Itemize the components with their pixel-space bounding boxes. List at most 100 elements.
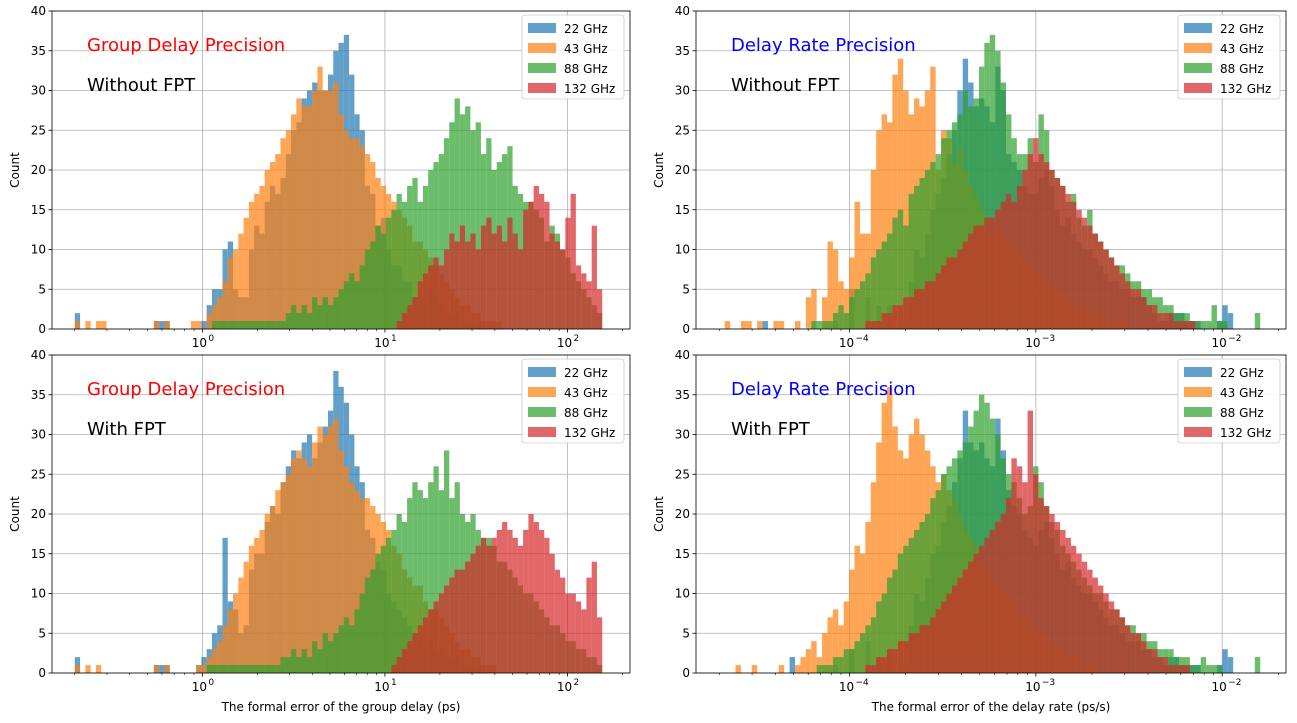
y-tick-label: 35 (675, 44, 690, 58)
histogram-bar (995, 521, 1001, 673)
histogram-bar (454, 241, 460, 329)
y-tick-label: 0 (682, 322, 690, 336)
histogram-bar (285, 474, 292, 673)
histogram-bar (227, 257, 234, 329)
histogram-bar (512, 537, 518, 673)
histogram-bar (591, 561, 597, 673)
histogram-bar (962, 442, 969, 673)
histogram-bar (401, 649, 408, 673)
y-tick-label: 30 (675, 428, 690, 442)
histogram-bar (317, 305, 323, 329)
histogram-bar (897, 641, 904, 673)
histogram-bar (549, 233, 555, 329)
legend-box (1177, 358, 1281, 444)
histogram-bar (978, 225, 985, 329)
histogram-bar (401, 201, 408, 329)
histogram-bar (1114, 265, 1120, 329)
histogram-bar (248, 665, 255, 673)
histogram-bar (989, 34, 996, 329)
histogram-bar (301, 649, 307, 673)
y-tick-label: 25 (31, 123, 46, 137)
histogram-bar (581, 273, 587, 329)
chart-subtitle: Without FPT (87, 75, 196, 96)
legend-swatch (1184, 427, 1212, 437)
histogram-bar (968, 426, 974, 673)
histogram-bar (95, 321, 102, 329)
histogram-bar (870, 665, 877, 673)
histogram-bar (886, 233, 893, 329)
histogram-bar (886, 122, 893, 329)
histogram-bar (359, 146, 365, 329)
histogram-bar (849, 649, 855, 673)
histogram-bar (391, 665, 397, 673)
histogram-bar (1135, 289, 1142, 329)
histogram-bar (380, 233, 386, 329)
histogram-bar (849, 569, 855, 673)
histogram-bar (957, 114, 963, 329)
histogram-bar (496, 529, 503, 673)
legend-swatch (1184, 407, 1212, 417)
histogram-bar (773, 321, 779, 329)
histogram-bar (897, 553, 904, 673)
histogram-bar (897, 305, 904, 329)
histogram-bar (428, 170, 434, 329)
histogram-bar (930, 498, 936, 673)
histogram-bar (364, 154, 371, 329)
histogram-bar (919, 289, 925, 329)
histogram-bar (1033, 138, 1039, 329)
histogram-bar (238, 233, 244, 329)
x-tick-exponent: −4 (856, 678, 870, 688)
y-tick-label: 25 (31, 467, 46, 481)
histogram-bar (306, 106, 313, 330)
histogram-bar (822, 297, 828, 329)
histogram-bar (581, 609, 587, 673)
histogram-bar (1141, 297, 1147, 329)
histogram-bar (333, 297, 339, 329)
histogram-bar (433, 162, 439, 329)
histogram-bar (795, 321, 801, 329)
histogram-bar (391, 209, 397, 329)
legend-label: 22 GHz (1220, 22, 1264, 36)
histogram-bar (338, 450, 344, 673)
histogram-bar (1152, 649, 1158, 673)
histogram-bar (800, 657, 806, 673)
histogram-bar (1108, 601, 1115, 673)
histogram-bar (217, 321, 223, 329)
histogram-bar (978, 66, 985, 330)
y-tick-label: 15 (31, 547, 46, 561)
histogram-bar (217, 665, 223, 673)
histogram-bar (1216, 665, 1223, 673)
histogram-bar (211, 649, 218, 673)
y-tick-label: 40 (675, 348, 690, 362)
histogram-bar (301, 305, 307, 329)
histogram-bar (153, 665, 160, 673)
histogram-bar (892, 569, 898, 673)
histogram-bar (454, 98, 460, 329)
histogram-bar (914, 289, 920, 329)
histogram-bar (412, 482, 418, 673)
histogram-bar (935, 609, 942, 673)
y-tick-label: 0 (38, 322, 46, 336)
legend-label: 43 GHz (1220, 42, 1264, 56)
y-tick-label: 35 (31, 44, 46, 58)
histogram-bar (908, 633, 915, 673)
histogram-bar (465, 106, 471, 330)
histogram-bar (1054, 177, 1061, 329)
y-axis-label: Count (652, 152, 666, 188)
legend-label: 88 GHz (1220, 406, 1264, 420)
chart-subtitle: With FPT (87, 419, 167, 440)
histogram-bar (502, 241, 508, 329)
histogram-bar (811, 321, 817, 329)
histogram-bar (327, 305, 334, 329)
histogram-bar (153, 321, 160, 329)
y-tick-label: 5 (38, 282, 46, 296)
histogram-bar (1254, 657, 1261, 673)
legend-swatch (528, 83, 556, 93)
histogram-bar (560, 249, 566, 329)
histogram-bar (822, 665, 828, 673)
histogram-bar (805, 649, 812, 673)
histogram-bar (886, 577, 893, 673)
